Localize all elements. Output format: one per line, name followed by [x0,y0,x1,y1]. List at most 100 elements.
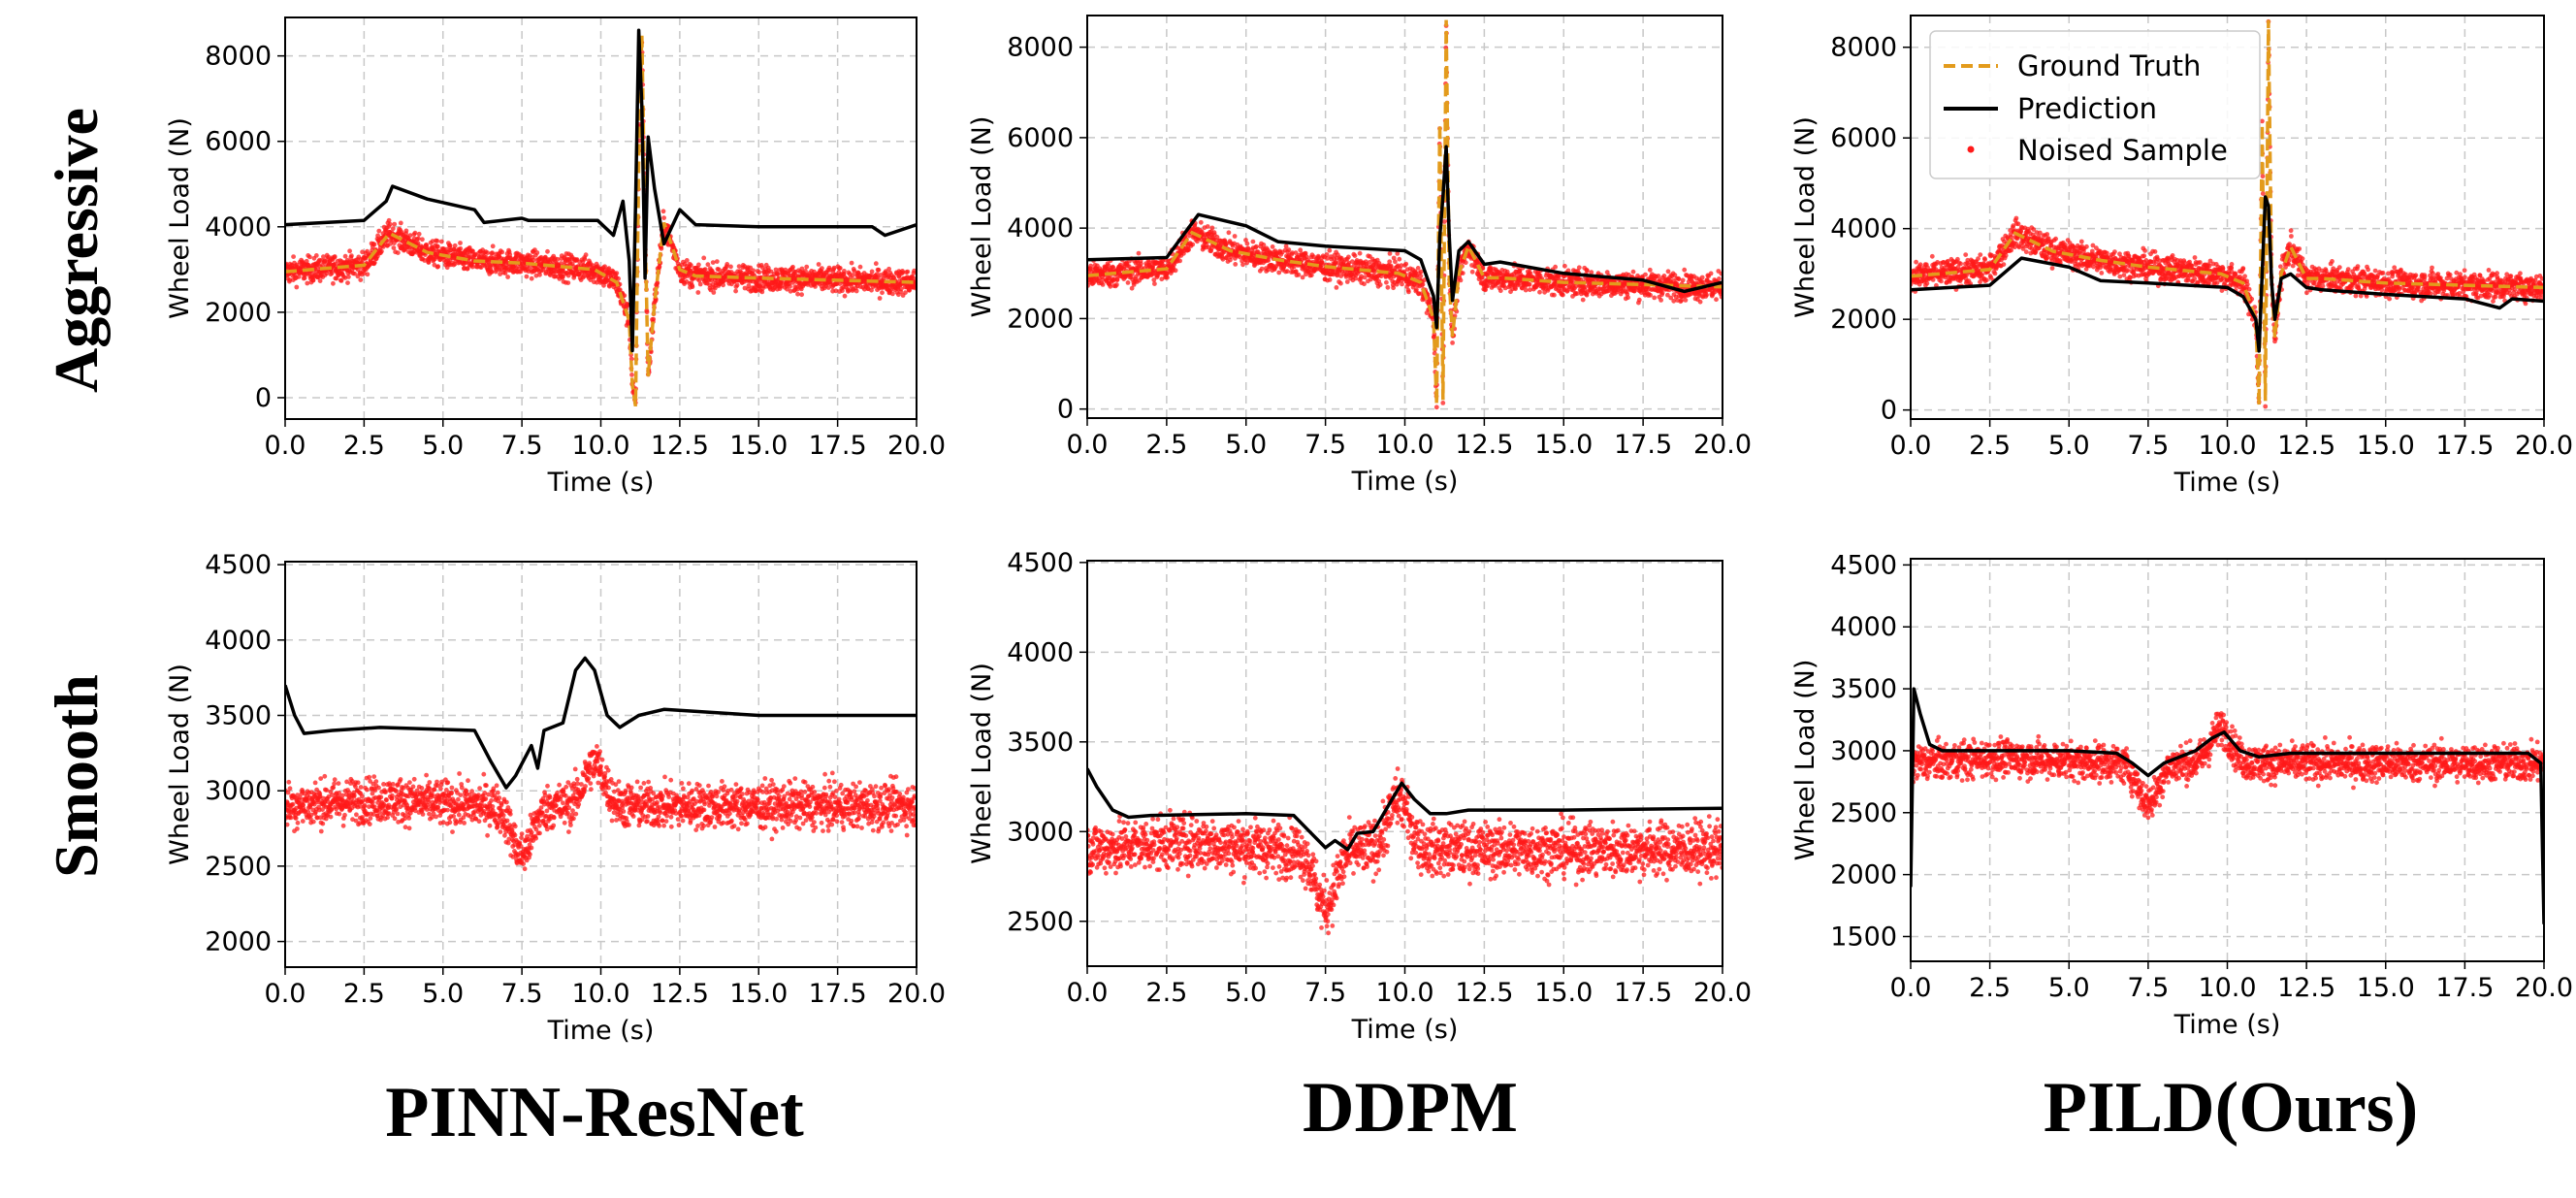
noised-sample-point [438,239,444,244]
noised-sample-point [287,277,293,282]
noised-sample-point [734,282,740,288]
noised-sample-point [1353,275,1358,281]
noised-sample-point [1930,277,1936,282]
noised-sample-point [1406,289,1411,295]
noised-sample-point [1270,244,1275,249]
noised-sample-point [332,254,338,259]
noised-sample-point [1992,271,1998,276]
noised-sample-point [842,269,847,274]
noised-sample-point [648,349,654,355]
noised-sample-point [1388,263,1394,269]
noised-sample-point [420,237,425,243]
x-axis-label: Time (s) [1351,467,1459,497]
noised-sample-point [502,271,508,275]
noised-sample-point [1414,275,1420,280]
noised-sample-point [342,253,348,259]
noised-sample-point [1290,250,1295,255]
noised-sample-point [545,248,550,254]
noised-sample-point [1665,292,1670,298]
noised-sample-point [1284,269,1290,275]
noised-sample-point [912,268,917,274]
noised-sample-point [837,266,843,271]
noised-sample-point [1399,263,1404,269]
noised-sample-point [1400,281,1404,287]
noised-sample-point [746,283,752,288]
noised-sample-point [736,264,742,269]
noised-sample-point [886,266,891,272]
noised-sample-point [1717,276,1722,281]
noised-sample-point [775,272,781,277]
noised-sample-point [617,287,623,293]
noised-sample-point [1359,274,1364,279]
noised-sample-point [816,262,821,267]
noised-sample-point [489,269,495,275]
noised-sample-point [2018,229,2024,235]
noised-sample-point [313,253,319,258]
noised-sample-point [1513,286,1518,292]
x-tick-label: 2.5 [1969,431,2011,461]
noised-sample-point [1298,247,1304,253]
x-axis-label: Time (s) [547,468,655,498]
noised-sample-point [1250,239,1256,244]
noised-sample-point [524,274,530,279]
noised-sample-point [1286,247,1292,252]
noised-sample-point [1261,243,1267,247]
noised-sample-point [1414,287,1419,293]
noised-sample-point [1243,238,1248,243]
y-tick-label: 4000 [1007,213,1074,243]
x-tick-label: 5.0 [1225,430,1267,460]
noised-sample-point [1680,277,1686,283]
x-tick-label: 15.0 [2357,431,2415,461]
noised-sample-point [790,264,795,270]
noised-sample-point [537,272,542,277]
noised-sample-point [1523,287,1529,293]
x-tick-label: 17.5 [2435,431,2494,461]
noised-sample-point [1585,268,1590,274]
noised-sample-point [1296,272,1302,277]
noised-sample-point [1580,297,1586,303]
noised-sample-point [1333,260,1338,266]
noised-sample-point [2020,246,2026,251]
noised-sample-point [331,280,336,286]
noised-sample-point [1917,262,1923,268]
prediction-line [1087,145,1723,330]
y-tick-label: 4000 [1830,214,1897,244]
noised-sample-point [352,271,357,276]
x-tick-label: 20.0 [1693,430,1752,460]
noised-sample-point [773,267,779,273]
noised-sample-point [880,290,885,296]
plot-area [285,28,917,407]
noised-sample-point [857,264,863,270]
noised-sample-point [379,248,384,254]
noised-sample-point [1420,281,1426,287]
noised-sample-point [873,261,879,267]
noised-sample-point [1334,285,1339,290]
noised-sample-point [853,288,859,294]
noised-sample-points [1087,23,1723,410]
noised-sample-point [1152,281,1157,286]
noised-sample-point [1582,284,1588,290]
noised-sample-point [1362,281,1367,287]
noised-sample-point [2031,227,2037,232]
noised-sample-point [1327,277,1333,282]
noised-sample-point [721,282,725,288]
noised-sample-point [1965,257,1971,263]
noised-sample-point [1391,285,1396,291]
noised-sample-point [1955,256,1960,262]
noised-sample-point [1244,241,1250,246]
noised-sample-point [1528,287,1532,293]
noised-sample-point [1190,242,1196,247]
noised-sample-point [659,245,664,251]
x-tick-label: 12.5 [651,431,709,461]
noised-sample-point [1668,295,1674,301]
noised-sample-point [1320,262,1325,267]
noised-sample-point [2013,215,2019,221]
noised-sample-point [1205,224,1210,229]
noised-sample-point [1385,284,1391,290]
noised-sample-point [1683,298,1689,303]
y-tick-label: 0 [1057,395,1074,425]
x-tick-label: 12.5 [2277,431,2335,461]
noised-sample-point [533,273,539,278]
noised-sample-point [412,230,418,236]
noised-sample-point [458,241,463,245]
